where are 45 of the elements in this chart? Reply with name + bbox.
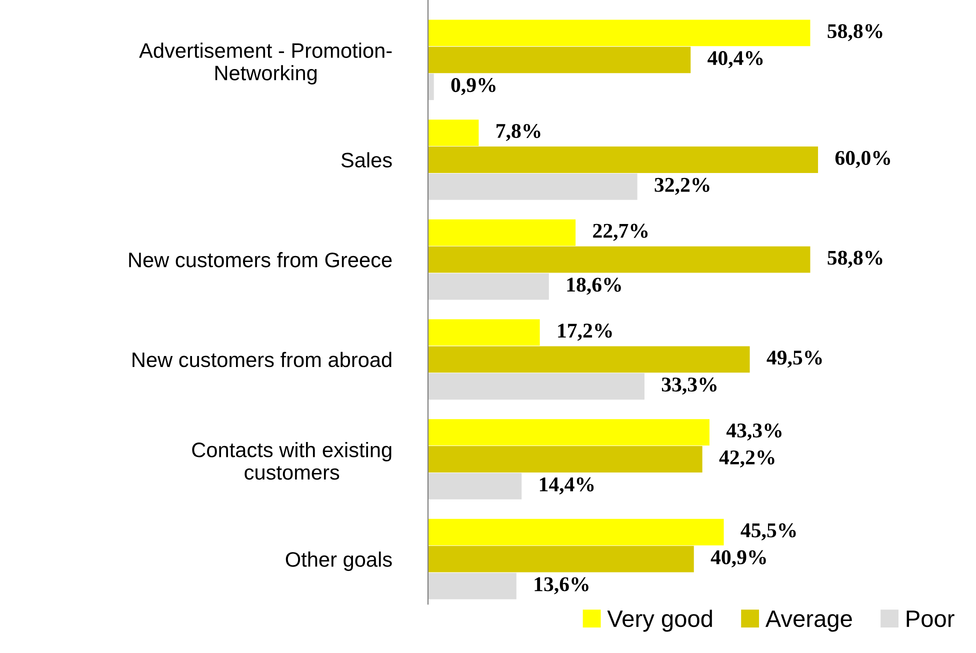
bar xyxy=(428,173,638,200)
bar xyxy=(428,518,724,546)
data-label: 40,9% xyxy=(710,550,766,568)
bar xyxy=(428,572,516,600)
legend-label: Very good xyxy=(607,610,712,632)
bar xyxy=(428,146,818,173)
data-label: 45,5% xyxy=(740,523,796,540)
data-label: 22,7% xyxy=(593,224,648,241)
bar xyxy=(428,20,810,46)
bar xyxy=(428,319,540,346)
y-tick-label: Other goals xyxy=(286,552,392,571)
legend-label: Poor xyxy=(906,610,954,628)
data-label: 58,8% xyxy=(828,250,882,268)
bar xyxy=(428,120,479,146)
bar xyxy=(428,246,810,273)
y-tick-label: Sales xyxy=(341,152,392,168)
bar xyxy=(428,346,750,373)
bar xyxy=(428,74,434,100)
data-label: 7,8% xyxy=(496,124,540,142)
y-tick-label: Advertisement - Promotion- Networking xyxy=(139,42,392,85)
data-label: 43,3% xyxy=(726,423,782,441)
data-label: 14,4% xyxy=(540,477,594,494)
bar xyxy=(428,546,694,572)
data-label: 0,9% xyxy=(451,78,496,96)
data-label: 32,2% xyxy=(654,178,710,195)
legend-label: Average xyxy=(765,610,852,632)
data-label: 13,6% xyxy=(534,577,588,594)
data-label: 49,5% xyxy=(766,350,822,368)
bar xyxy=(428,446,702,472)
bar xyxy=(428,373,644,400)
data-label: 60,0% xyxy=(835,150,890,168)
data-label: 18,6% xyxy=(567,278,621,295)
bar xyxy=(428,46,691,74)
data-label: 42,2% xyxy=(719,450,774,468)
data-label: 33,3% xyxy=(662,378,716,395)
bar xyxy=(428,219,576,246)
bar xyxy=(428,419,710,446)
y-tick-label: Contacts with existing customers xyxy=(192,442,392,480)
data-label: 40,4% xyxy=(708,51,763,68)
y-tick-label: New customers from Greece xyxy=(129,252,392,268)
bar xyxy=(428,273,549,300)
y-tick-label: New customers from abroad xyxy=(132,352,392,368)
data-label: 58,8% xyxy=(828,24,882,42)
bar xyxy=(428,473,522,500)
data-label: 17,2% xyxy=(558,324,612,341)
